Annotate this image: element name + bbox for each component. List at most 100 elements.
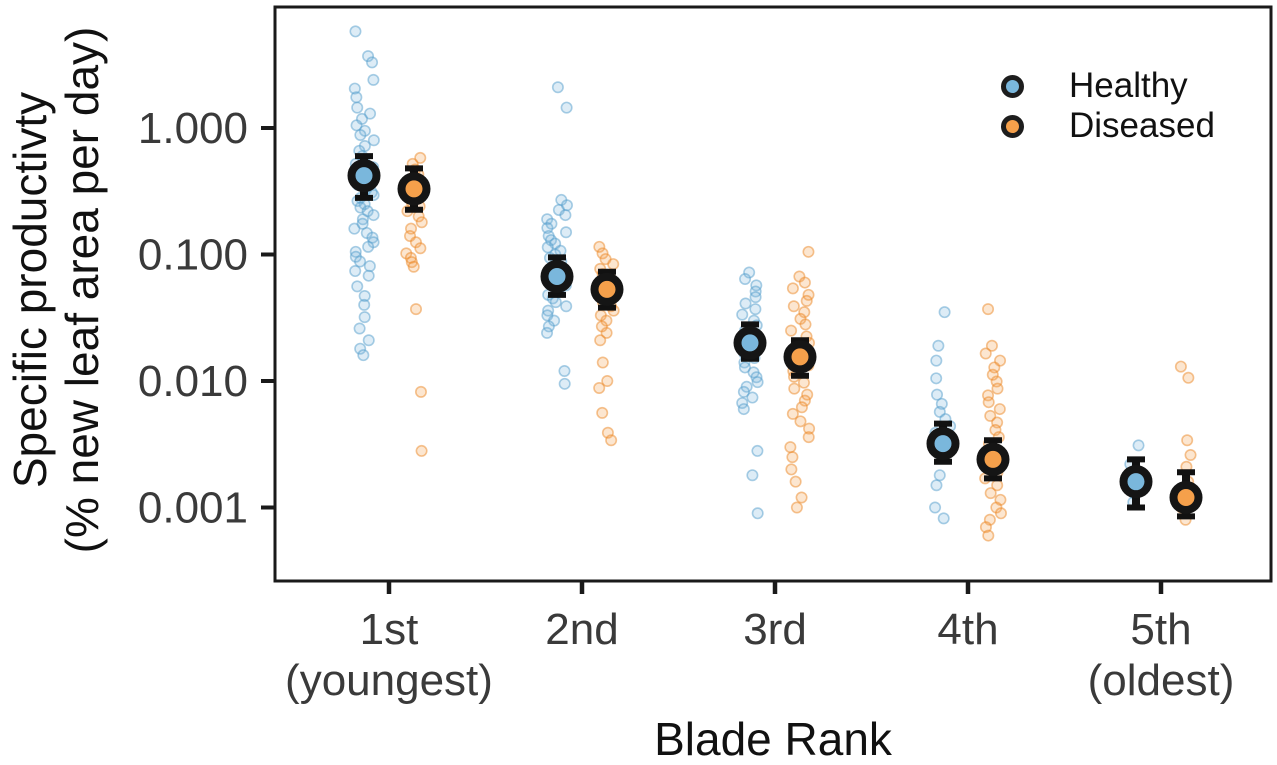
x-tick-label: 2nd: [545, 605, 618, 654]
jitter-point-diseased: [993, 403, 1006, 416]
jitter-point-healthy: [1132, 439, 1145, 452]
jitter-point-healthy: [749, 291, 762, 304]
healthy-marker-icon: [1001, 74, 1024, 98]
jitter-point-healthy: [931, 388, 944, 401]
mean-marker-diseased: [590, 272, 624, 306]
jitter-point-healthy: [549, 296, 562, 309]
mean-marker-healthy: [347, 159, 381, 193]
mean-marker-healthy: [926, 427, 960, 461]
jitter-point-healthy: [560, 101, 573, 114]
jitter-point-healthy: [349, 25, 362, 38]
jitter-point-healthy: [938, 306, 951, 319]
legend-label-diseased: Diseased: [1069, 106, 1215, 145]
jitter-point-healthy: [743, 266, 756, 279]
jitter-point-diseased: [985, 339, 998, 352]
legend-entry-diseased: Diseased: [1001, 106, 1215, 146]
x-tick-label: 3rd: [743, 605, 807, 654]
jitter-point-healthy: [737, 385, 750, 398]
jitter-point-healthy: [937, 512, 950, 525]
jitter-point-diseased: [798, 394, 811, 407]
jitter-point-diseased: [982, 529, 995, 542]
jitter-point-diseased: [787, 300, 800, 313]
jitter-point-healthy: [541, 326, 554, 339]
jitter-point-diseased: [802, 245, 815, 258]
jitter-point-diseased: [784, 441, 797, 454]
jitter-point-diseased: [1174, 360, 1187, 373]
x-tick-label: 1st: [360, 605, 419, 654]
x-axis-title: Blade Rank: [654, 713, 892, 765]
y-axis-title: Specific productivty (% new leaf area pe…: [4, 27, 108, 554]
jitter-point-healthy: [362, 334, 375, 347]
jitter-point-diseased: [798, 276, 811, 289]
jitter-point-diseased: [795, 491, 808, 504]
jitter-point-healthy: [560, 300, 573, 313]
jitter-point-healthy: [358, 311, 371, 324]
legend-label-healthy: Healthy: [1069, 66, 1188, 105]
jitter-point-diseased: [415, 444, 428, 457]
jitter-point-diseased: [788, 382, 801, 395]
jitter-point-healthy: [736, 308, 749, 321]
mean-marker-diseased: [976, 442, 1010, 476]
jitter-point-healthy: [739, 273, 752, 286]
y-tick-label: 0.010: [138, 357, 248, 406]
mean-marker-diseased: [783, 340, 817, 374]
jitter-point-healthy: [751, 507, 764, 520]
jitter-point-healthy: [930, 354, 943, 367]
jitter-point-diseased: [596, 356, 609, 369]
jitter-point-healthy: [558, 377, 571, 390]
jitter-point-diseased: [605, 434, 618, 447]
legend-entry-healthy: Healthy: [1001, 66, 1215, 106]
jitter-point-healthy: [353, 322, 366, 335]
diseased-marker-icon: [1001, 114, 1024, 138]
jitter-point-healthy: [739, 297, 752, 310]
jitter-point-healthy: [348, 82, 361, 95]
jitter-point-healthy: [349, 265, 362, 278]
y-tick-label: 0.100: [138, 231, 248, 280]
x-tick-label: 5th: [1130, 605, 1191, 654]
jitter-point-diseased: [600, 326, 613, 339]
jitter-point-diseased: [802, 431, 815, 444]
jitter-point-diseased: [982, 396, 995, 409]
jitter-point-diseased: [1184, 449, 1197, 462]
jitter-point-diseased: [593, 382, 606, 395]
x-tick-sublabel: (oldest): [1088, 656, 1235, 705]
jitter-point-diseased: [785, 324, 798, 337]
jitter-point-healthy: [560, 226, 573, 239]
jitter-point-diseased: [786, 282, 799, 295]
jitter-point-healthy: [746, 469, 759, 482]
jitter-point-healthy: [930, 479, 943, 492]
jitter-point-healthy: [350, 91, 363, 104]
jitter-point-healthy: [362, 269, 375, 282]
jitter-point-diseased: [785, 463, 798, 476]
jitter-point-diseased: [790, 501, 803, 514]
jitter-point-diseased: [414, 242, 427, 255]
x-tick-label: 4th: [937, 605, 998, 654]
jitter-point-healthy: [559, 209, 572, 222]
jitter-point-healthy: [351, 101, 364, 114]
x-tick-sublabel: (youngest): [285, 656, 493, 705]
jitter-point-diseased: [607, 258, 620, 271]
jitter-point-healthy: [751, 444, 764, 457]
mean-marker-diseased: [1169, 480, 1203, 514]
y-tick-label: 1.000: [138, 104, 248, 153]
jitter-point-diseased: [797, 376, 810, 389]
jitter-point-healthy: [362, 240, 375, 253]
jitter-point-diseased: [982, 303, 995, 316]
jitter-point-healthy: [364, 107, 377, 120]
jitter-point-diseased: [596, 406, 609, 419]
jitter-point-healthy: [558, 364, 571, 377]
jitter-point-healthy: [930, 372, 943, 385]
jitter-point-healthy: [354, 129, 367, 142]
y-axis-title-line1: Specific productivty: [4, 91, 56, 489]
mean-marker-healthy: [733, 326, 767, 360]
jitter-point-healthy: [362, 50, 375, 63]
jitter-point-diseased: [407, 260, 420, 273]
jitter-point-healthy: [551, 81, 564, 94]
jitter-point-diseased: [601, 374, 614, 387]
jitter-point-healthy: [367, 73, 380, 86]
jitter-point-diseased: [794, 415, 807, 428]
jitter-point-healthy: [363, 260, 376, 273]
jitter-point-healthy: [367, 134, 380, 147]
jitter-point-diseased: [414, 385, 427, 398]
